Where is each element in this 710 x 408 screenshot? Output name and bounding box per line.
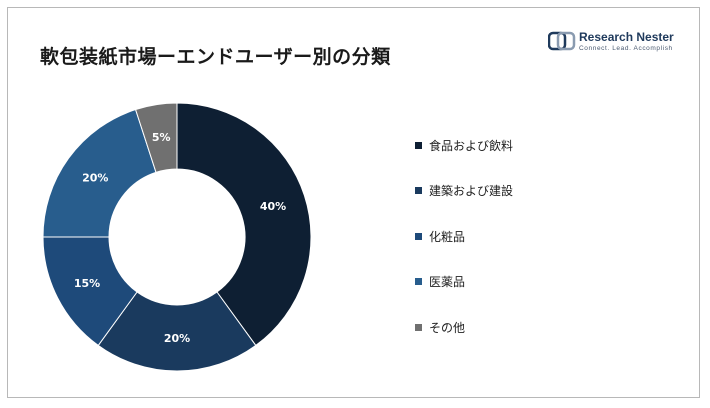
legend-item: 化粧品 (415, 226, 465, 246)
logo-tagline: Connect. Lead. Accomplish (579, 45, 673, 52)
logo-name: Research Nester (579, 30, 674, 44)
donut-slice (42, 108, 157, 238)
donut-slice (176, 102, 312, 347)
donut-slices (42, 102, 312, 372)
slice-value-label: 20% (82, 172, 108, 185)
slice-value-label: 15% (74, 277, 100, 290)
legend-swatch (415, 278, 422, 285)
legend-label: 化粧品 (429, 229, 466, 244)
chart-title: 軟包装紙市場ーエンドユーザー別の分類 (40, 46, 391, 68)
donut-slice-labels: 40% 20% 15% 20% 5% (74, 131, 286, 345)
legend-label: その他 (429, 320, 466, 335)
slice-value-label: 20% (164, 332, 190, 345)
slice-value-label: 40% (260, 200, 286, 213)
legend-item: その他 (415, 317, 465, 337)
legend-swatch (415, 141, 422, 149)
slice-value-label: 5% (152, 131, 171, 144)
legend-item: 医薬品 (415, 272, 465, 292)
donut-slice (97, 291, 257, 372)
legend-swatch (415, 323, 422, 331)
legend-item: 建築および建設 (415, 181, 513, 201)
legend-swatch (415, 232, 422, 240)
legend-item: 食品および飲料 (415, 135, 513, 155)
legend-label: 建築および建設 (429, 184, 514, 198)
legend-label: 医薬品 (429, 275, 466, 289)
donut-slice (134, 102, 178, 173)
logo: Research Nester Connect. Lead. Accomplis… (548, 28, 698, 58)
research-nester-logo-icon (548, 31, 576, 51)
legend-swatch (415, 187, 422, 194)
legend-label: 食品および飲料 (429, 138, 514, 153)
